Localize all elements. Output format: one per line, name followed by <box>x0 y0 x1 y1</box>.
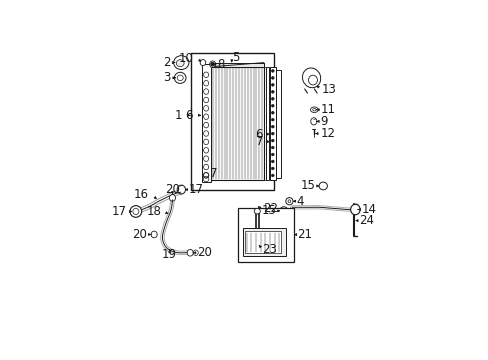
Ellipse shape <box>193 250 198 256</box>
Circle shape <box>271 118 274 121</box>
Ellipse shape <box>310 118 316 125</box>
Ellipse shape <box>310 107 318 112</box>
Text: 17: 17 <box>111 205 126 218</box>
Text: 2: 2 <box>163 56 170 69</box>
Text: 15: 15 <box>301 179 315 193</box>
Text: 14: 14 <box>361 203 376 216</box>
Ellipse shape <box>203 156 208 161</box>
Circle shape <box>271 139 274 142</box>
Text: 21: 21 <box>296 228 311 241</box>
Text: 16: 16 <box>134 188 148 201</box>
Ellipse shape <box>203 122 208 128</box>
Ellipse shape <box>203 139 208 145</box>
Bar <box>243 228 285 256</box>
Circle shape <box>271 69 274 72</box>
Ellipse shape <box>174 72 185 84</box>
Ellipse shape <box>350 204 359 215</box>
Text: 19: 19 <box>162 248 177 261</box>
Ellipse shape <box>203 105 208 111</box>
Ellipse shape <box>254 208 260 214</box>
Ellipse shape <box>169 194 175 201</box>
Text: 6: 6 <box>185 109 192 122</box>
Ellipse shape <box>312 108 315 111</box>
Ellipse shape <box>203 72 208 77</box>
Ellipse shape <box>287 200 290 203</box>
Text: 20: 20 <box>164 183 180 196</box>
Text: 17: 17 <box>188 183 203 196</box>
Ellipse shape <box>209 61 215 68</box>
Text: 9: 9 <box>320 115 327 128</box>
Ellipse shape <box>279 207 287 215</box>
Bar <box>237 208 293 262</box>
Text: 24: 24 <box>358 214 373 227</box>
Ellipse shape <box>203 131 208 136</box>
Text: 4: 4 <box>296 195 304 208</box>
Text: 23: 23 <box>262 243 277 256</box>
Text: 18: 18 <box>146 205 161 218</box>
Ellipse shape <box>176 60 183 67</box>
Circle shape <box>271 104 274 107</box>
Circle shape <box>271 90 274 93</box>
Bar <box>191 53 274 190</box>
Ellipse shape <box>133 208 139 215</box>
Circle shape <box>271 160 274 163</box>
Text: 13: 13 <box>321 83 335 96</box>
Bar <box>269 67 275 180</box>
Ellipse shape <box>203 164 208 170</box>
Ellipse shape <box>203 114 208 120</box>
Circle shape <box>271 125 274 128</box>
Ellipse shape <box>203 148 208 153</box>
Ellipse shape <box>203 89 208 94</box>
Ellipse shape <box>130 206 142 217</box>
Ellipse shape <box>302 68 320 88</box>
Ellipse shape <box>187 249 193 256</box>
Text: 8: 8 <box>217 58 224 71</box>
Bar <box>211 63 264 67</box>
Text: 20: 20 <box>132 228 146 241</box>
Ellipse shape <box>177 75 183 81</box>
Bar <box>244 231 280 253</box>
Ellipse shape <box>173 56 188 69</box>
Bar <box>265 67 268 180</box>
Ellipse shape <box>151 231 157 238</box>
Bar <box>276 69 280 177</box>
Text: 1: 1 <box>174 109 182 122</box>
Text: 15: 15 <box>261 204 276 217</box>
Text: 10: 10 <box>178 52 193 65</box>
Ellipse shape <box>203 173 208 178</box>
Text: 12: 12 <box>320 127 334 140</box>
Circle shape <box>210 62 214 66</box>
Ellipse shape <box>200 59 205 66</box>
Ellipse shape <box>319 182 327 190</box>
Text: 11: 11 <box>320 103 334 116</box>
Ellipse shape <box>203 97 208 103</box>
Text: 6: 6 <box>255 128 263 141</box>
Text: 3: 3 <box>163 71 170 84</box>
Text: 5: 5 <box>232 51 240 64</box>
Circle shape <box>271 77 274 79</box>
Ellipse shape <box>177 185 185 194</box>
Text: 22: 22 <box>262 202 277 215</box>
Text: 7: 7 <box>209 167 217 180</box>
Bar <box>211 67 264 180</box>
Circle shape <box>271 174 274 177</box>
Bar <box>201 64 210 183</box>
Circle shape <box>271 153 274 156</box>
Ellipse shape <box>285 198 292 205</box>
Circle shape <box>271 98 274 100</box>
Circle shape <box>271 111 274 114</box>
Ellipse shape <box>203 80 208 86</box>
Circle shape <box>271 146 274 149</box>
Circle shape <box>271 167 274 170</box>
Circle shape <box>271 84 274 86</box>
Ellipse shape <box>308 75 317 85</box>
Text: 20: 20 <box>197 246 212 259</box>
Text: 7: 7 <box>255 135 263 148</box>
Circle shape <box>271 132 274 135</box>
